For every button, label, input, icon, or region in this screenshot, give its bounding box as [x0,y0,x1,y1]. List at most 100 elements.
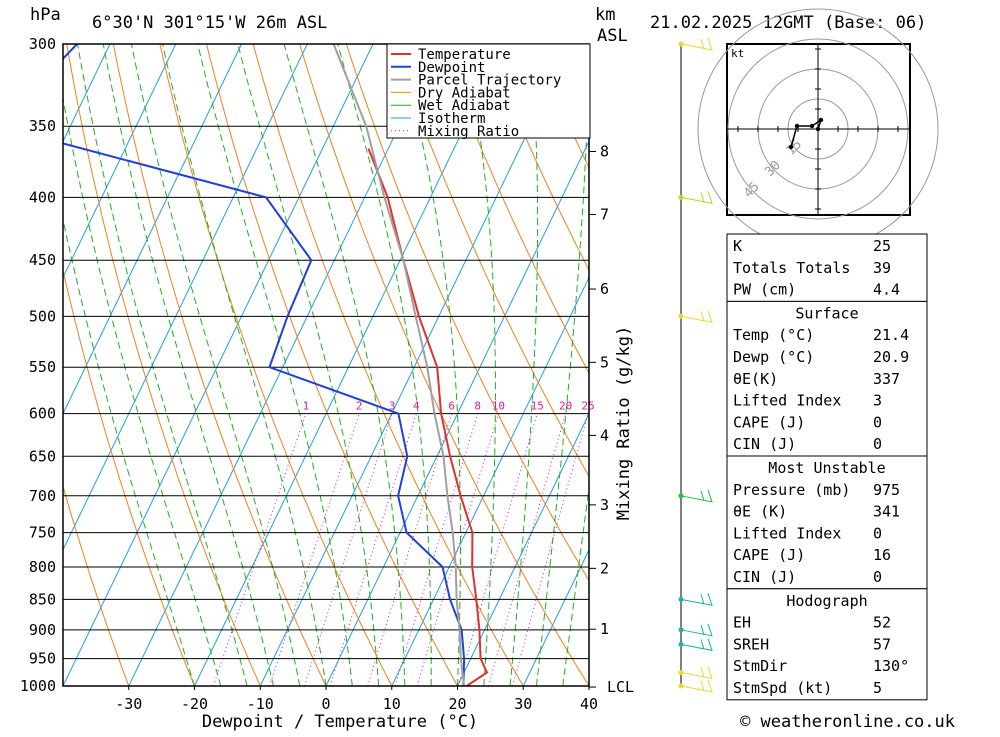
pressure-tick-label: 350 [29,117,56,135]
pressure-tick-label: 950 [29,650,56,668]
pressure-tick-label: 300 [29,35,56,53]
mixing-ratio-value-label: 20 [559,400,572,413]
km-tick-label: 2 [600,559,609,577]
mixing-ratio-value-label: 3 [389,400,396,413]
most-unstable-row-label: CIN (J) [733,568,796,586]
sounding-profiles [0,44,487,686]
most-unstable-row-value: 16 [873,546,891,564]
index-row-label: K [733,237,742,255]
isotherm-line [129,44,439,686]
surface-row-label: θE(K) [733,370,778,388]
surface-row-label: CAPE (J) [733,413,805,431]
mixing-ratio-line [368,414,452,686]
temperature-tick-label: -10 [247,695,274,713]
mixing-ratio-value-label: 2 [356,400,363,413]
km-tick-label: 1 [600,620,609,638]
km-tick-label: 7 [600,205,609,223]
dry-adiabat-line [253,44,523,686]
dry-adiabat-line [207,44,458,686]
asl-label: ASL [597,26,628,46]
index-row-value: 4.4 [873,281,900,299]
pressure-tick-label: 600 [29,405,56,423]
indices-tables: K 25 Totals Totals 39 PW (cm) 4.4 Surface Temp … [727,234,927,700]
km-tick-label: 6 [600,280,609,298]
hodograph-stats-row-label: EH [733,614,751,632]
km-tick-label: 8 [600,142,609,160]
km-tick-label: 5 [600,353,609,371]
mixing-ratio-value-label: 25 [582,400,595,413]
wind-barb [681,680,712,692]
wind-barb [681,490,712,502]
wind-barb [681,638,712,650]
pressure-tick-label: 450 [29,251,56,269]
hodograph-point [795,124,799,128]
km-tick-label: LCL [607,678,634,696]
wind-barb [681,310,712,322]
wind-barb [681,624,712,636]
wind-barb-column [679,38,713,692]
wet-adiabat-line [338,44,432,686]
temperature-tick-label: -30 [115,695,142,713]
dry-adiabat-line [393,44,721,686]
mixing-ratio-line [213,414,306,686]
wet-adiabat-line [399,44,461,686]
index-row-label: Totals Totals [733,259,850,277]
pressure-tick-label: 900 [29,621,56,639]
mixing-ratio-value-label: 6 [448,400,455,413]
index-row-value: 39 [873,259,891,277]
most-unstable-row-label: θE (K) [733,503,787,521]
footer-credit: © weatheronline.co.uk [740,712,955,732]
isotherm-line [260,44,570,686]
most-unstable-row-value: 975 [873,481,900,499]
mixing-ratio-line [513,414,589,686]
legend-entry: Mixing Ratio [418,124,519,140]
most-unstable-row-value: 341 [873,503,900,521]
wet-adiabat-line [198,44,353,686]
isotherm-line [392,44,702,686]
surface-row-value: 21.4 [873,326,909,344]
index-row-label: PW (cm) [733,281,796,299]
hodograph-point [810,124,814,128]
hodograph-unit-label: kt [731,47,744,60]
datetime-title: 21.02.2025 12GMT (Base: 06) [650,13,926,33]
hodograph-point [816,127,820,131]
surface-row-value: 0 [873,435,882,453]
mixing-ratio-value-label: 15 [531,400,544,413]
pressure-tick-label: 650 [29,447,56,465]
hodograph-point [789,145,793,149]
hodograph-stats-row-value: 130° [873,657,909,675]
km-unit-label: km [595,5,615,25]
temperature-tick-label: 10 [383,695,401,713]
wet-adiabat-line [131,44,299,686]
surface-row-label: Temp (°C) [733,326,814,344]
most-unstable-title: Most Unstable [768,459,885,477]
most-unstable-row-value: 0 [873,524,882,542]
dry-adiabat-line [300,44,589,686]
surface-row-label: Lifted Index [733,392,841,410]
mixing-ratio-value-label: 4 [413,400,420,413]
mixing-ratio-line [304,414,392,686]
surface-row-value: 3 [873,392,882,410]
most-unstable-row-label: CAPE (J) [733,546,805,564]
wind-barb [681,666,712,678]
pressure-ticks: 3003504004505005506006507007508008509009… [20,35,56,695]
pressure-tick-label: 700 [29,487,56,505]
mixing-ratio-value-label: 1 [303,400,310,413]
temperature-tick-label: 40 [580,695,598,713]
surface-row-value: 20.9 [873,348,909,366]
wet-adiabat-line [536,44,589,686]
x-axis-title: Dewpoint / Temperature (°C) [202,712,478,732]
hodograph-point [819,118,823,122]
most-unstable-row-value: 0 [873,568,882,586]
mixing-ratio-axis-title: Mixing Ratio (g/kg) [614,326,634,520]
isotherm-line [458,44,768,686]
hodograph-stats-row-label: StmSpd (kt) [733,679,832,697]
index-row-value: 25 [873,237,891,255]
surface-title: Surface [795,304,858,322]
pressure-tick-label: 400 [29,188,56,206]
hodograph-stats-row-value: 57 [873,635,891,653]
